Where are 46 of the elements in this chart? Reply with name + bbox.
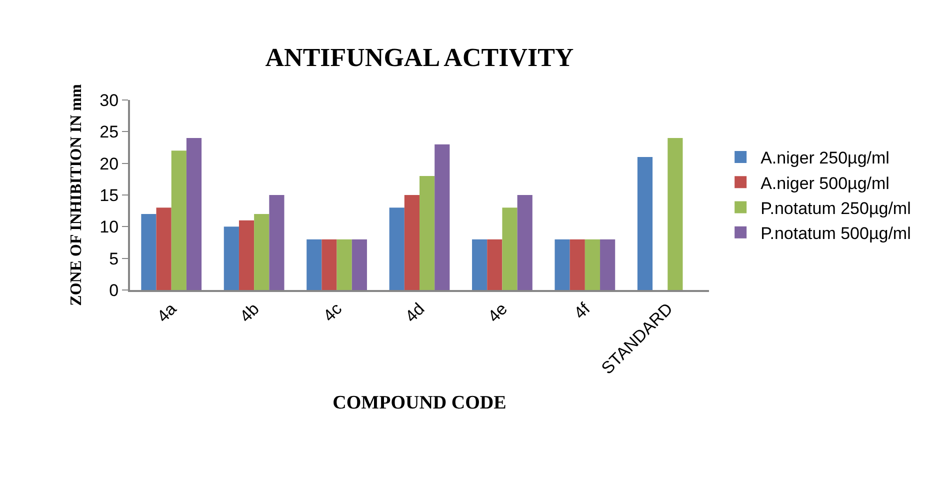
bar xyxy=(336,239,352,290)
bar xyxy=(502,208,518,290)
bar xyxy=(668,138,683,290)
bar xyxy=(420,176,435,290)
y-tick-label: 25 xyxy=(100,122,119,142)
bar xyxy=(487,239,502,290)
bar xyxy=(570,239,585,290)
bar xyxy=(352,239,367,290)
legend-label: P.notatum 250µg/ml xyxy=(760,198,911,218)
legend-label: P.notatum 500µg/ml xyxy=(760,224,911,243)
legend-label: A.niger 500µg/ml xyxy=(760,174,890,193)
y-tick-label: 5 xyxy=(109,249,119,268)
x-tick-label: 4f xyxy=(570,299,594,323)
x-tick-label: 4a xyxy=(153,298,181,326)
y-axis-title: ZONE OF INHIBITION IN mm xyxy=(68,84,86,306)
x-tick-label: 4d xyxy=(402,299,428,326)
bar xyxy=(517,195,532,290)
y-tick-label: 20 xyxy=(100,154,119,174)
bar xyxy=(156,208,172,290)
bar xyxy=(254,214,270,290)
y-tick-label: 10 xyxy=(100,218,119,237)
bar xyxy=(637,157,653,290)
x-tick-label: 4c xyxy=(319,298,346,326)
bar xyxy=(554,239,570,290)
y-tick-label: 30 xyxy=(100,90,119,110)
x-axis-title: COMPOUND CODE xyxy=(332,392,506,414)
bar xyxy=(186,138,202,290)
bar xyxy=(600,239,616,290)
y-tick-label: 0 xyxy=(109,280,119,300)
bar xyxy=(306,239,322,290)
x-tick-label: 4e xyxy=(484,299,512,326)
bar xyxy=(584,239,600,290)
bar xyxy=(269,195,284,290)
bar xyxy=(404,195,420,290)
x-tick-label: 4b xyxy=(236,299,263,326)
bar xyxy=(434,144,450,290)
bar xyxy=(224,226,239,290)
bar xyxy=(472,239,488,290)
chart-title: ANTIFUNGAL ACTIVITY xyxy=(265,43,574,72)
legend-label: A.niger 250µg/ml xyxy=(760,148,890,168)
bar xyxy=(238,220,254,290)
bar xyxy=(389,208,404,290)
bar xyxy=(171,150,186,290)
bar xyxy=(322,239,337,290)
y-tick-label: 15 xyxy=(100,186,119,205)
bar xyxy=(141,214,156,290)
